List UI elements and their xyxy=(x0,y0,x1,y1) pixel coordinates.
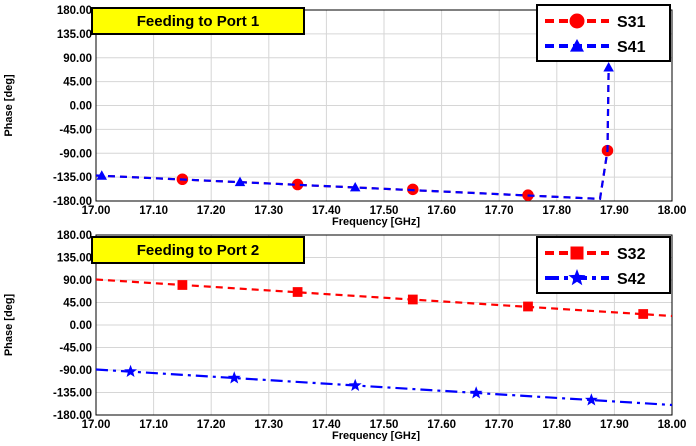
legend-box xyxy=(536,4,671,62)
data-point xyxy=(603,62,614,72)
data-point xyxy=(349,181,361,192)
data-point xyxy=(638,309,649,319)
series-line xyxy=(95,278,673,318)
x-tick-label: 17.10 xyxy=(139,205,168,217)
legend-label: S32 xyxy=(617,246,646,263)
data-point xyxy=(227,371,241,384)
data-point xyxy=(177,280,188,290)
data-point xyxy=(96,170,108,180)
y-tick-label: 45.00 xyxy=(63,77,92,89)
legend-marker xyxy=(569,13,585,29)
x-axis-label: Frequency [GHz] xyxy=(332,430,420,441)
x-tick-label: 18.00 xyxy=(658,205,687,217)
x-tick-label: 17.40 xyxy=(312,419,341,431)
y-tick-label: 135.00 xyxy=(57,253,92,265)
x-tick-label: 17.20 xyxy=(197,419,226,431)
plot-frame xyxy=(95,234,673,416)
series-s32 xyxy=(95,278,673,319)
series-s42 xyxy=(95,364,673,407)
y-tick-label: 135.00 xyxy=(57,29,92,41)
x-tick-label: 17.30 xyxy=(254,419,283,431)
chart-title: Feeding to Port 2 xyxy=(137,242,260,259)
legend-box xyxy=(536,236,671,294)
x-tick-label: 17.80 xyxy=(542,419,571,431)
y-tick-label: 0.00 xyxy=(70,101,92,113)
y-tick-label: 45.00 xyxy=(63,298,92,310)
chart-1: 17.00 17.10 17.20 17.30 17.40 17.50 17.60 17.70… xyxy=(3,4,687,228)
x-tick-label: 17.70 xyxy=(485,419,514,431)
x-tick-label: 17.30 xyxy=(254,205,283,217)
legend-label: S41 xyxy=(617,39,646,56)
x-tick-label: 17.90 xyxy=(600,419,629,431)
data-point xyxy=(124,364,137,377)
y-tick-label: 180.00 xyxy=(57,230,92,242)
x-tick-label: 17.40 xyxy=(312,205,341,217)
data-point xyxy=(584,393,598,406)
y-tick-label: -45.00 xyxy=(59,343,92,355)
y-tick-label: -90.00 xyxy=(59,365,92,377)
x-tick-label: 17.70 xyxy=(485,205,514,217)
y-axis-label: Phase [deg] xyxy=(3,293,15,356)
x-tick-label: 17.50 xyxy=(370,205,399,217)
legend-label: S31 xyxy=(617,14,646,31)
legend-marker xyxy=(570,39,584,52)
y-tick-label: -180.00 xyxy=(53,410,92,422)
chart-title: Feeding to Port 1 xyxy=(137,13,260,30)
y-tick-label: -135.00 xyxy=(53,388,92,400)
x-tick-label: 17.50 xyxy=(370,419,399,431)
y-tick-label: 180.00 xyxy=(57,5,92,17)
chart-title-box xyxy=(91,7,305,35)
x-tick-label: 17.90 xyxy=(600,205,629,217)
x-tick-label: 17.80 xyxy=(542,205,571,217)
data-point xyxy=(407,294,418,305)
y-tick-label: -45.00 xyxy=(59,124,92,136)
chart-title-box xyxy=(91,236,305,264)
plot-frame xyxy=(95,9,673,202)
data-point xyxy=(234,176,246,187)
y-tick-label: -180.00 xyxy=(53,196,92,208)
legend-label: S42 xyxy=(617,271,646,288)
x-tick-label: 17.00 xyxy=(82,205,111,217)
x-tick-label: 17.10 xyxy=(139,419,168,431)
series-line xyxy=(95,368,673,407)
y-tick-label: 0.00 xyxy=(70,320,92,332)
x-axis-label: Frequency [GHz] xyxy=(332,216,420,228)
chart-2: 17.00 17.10 17.20 17.30 17.40 17.50 17.60 17.70… xyxy=(3,230,687,442)
x-tick-label: 18.00 xyxy=(658,419,687,431)
y-tick-label: 90.00 xyxy=(63,53,92,65)
x-tick-label: 17.60 xyxy=(427,419,456,431)
series-line xyxy=(95,67,610,201)
data-point xyxy=(523,301,533,312)
y-tick-label: 90.00 xyxy=(63,275,92,287)
data-point xyxy=(469,386,483,399)
x-tick-label: 17.20 xyxy=(197,205,226,217)
legend-marker xyxy=(570,246,584,260)
series-s41 xyxy=(95,62,614,201)
y-tick-label: -135.00 xyxy=(53,172,92,184)
x-tick-label: 17.00 xyxy=(82,419,111,431)
y-axis-label: Phase [deg] xyxy=(3,74,15,137)
data-point xyxy=(348,378,362,391)
y-tick-label: -90.00 xyxy=(59,148,92,160)
legend-marker xyxy=(568,269,586,286)
data-point xyxy=(292,287,303,297)
x-tick-label: 17.60 xyxy=(427,205,456,217)
